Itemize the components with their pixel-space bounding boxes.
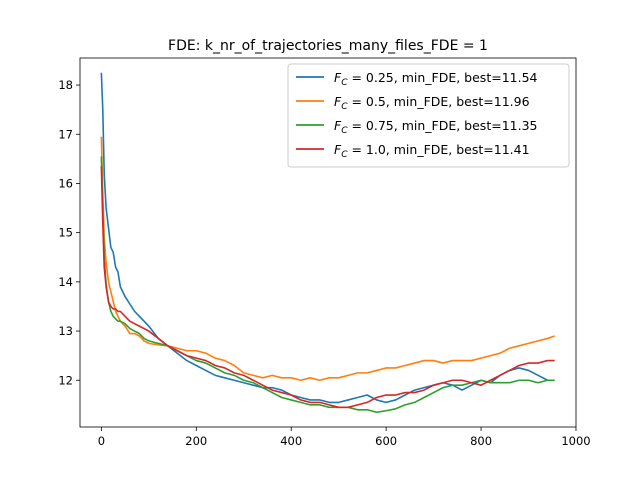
legend-label-3: FC = 0.75, min_FDE, best=11.35 [334,118,537,136]
y-tick-label: 14 [58,275,73,289]
x-tick-label: 400 [280,434,302,448]
legend: FC = 0.25, min_FDE, best=11.54 FC = 0.5, … [287,63,570,168]
series-line-1 [100,72,555,404]
y-tick-label: 16 [58,176,73,190]
y-tick-label: 13 [58,324,73,338]
axes: 0 200 400 600 800 1000 12 13 14 15 16 17 18 [58,57,591,448]
chart-title: FDE: k_nr_of_trajectories_many_files_FDE… [168,38,488,54]
x-tick-label: 800 [470,434,492,448]
legend-label-1: FC = 0.25, min_FDE, best=11.54 [334,70,538,88]
series-lines [100,72,555,414]
x-tick-label: 1000 [561,434,590,448]
series-line-3 [100,156,555,414]
series-line-2 [100,136,555,382]
y-tick-label: 15 [58,226,73,240]
x-tick-label: 200 [185,434,207,448]
legend-label-4: FC = 1.0, min_FDE, best=11.41 [334,142,530,160]
axes-frame [79,57,577,428]
legend-box [287,63,570,168]
plot-area [100,72,555,414]
x-tick-label: 0 [98,434,105,448]
legend-label-2: FC = 0.5, min_FDE, best=11.96 [334,94,530,112]
y-tick-label: 17 [58,127,73,141]
y-tick-label: 12 [58,373,73,387]
y-tick-label: 18 [58,78,73,92]
series-line-4 [100,166,555,409]
x-tick-label: 600 [375,434,397,448]
